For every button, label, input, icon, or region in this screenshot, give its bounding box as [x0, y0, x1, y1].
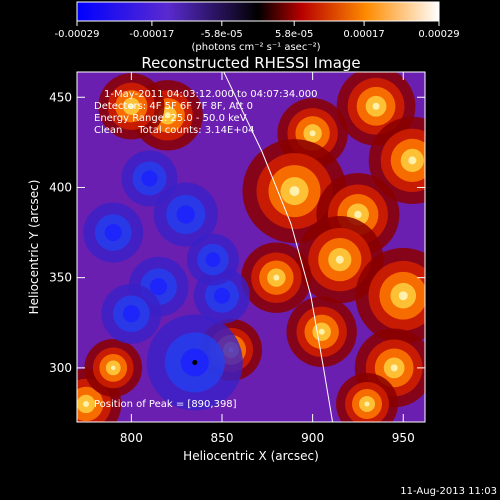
- emission-source: [83, 400, 90, 407]
- solar-limb-line: [223, 72, 334, 422]
- x-axis: 800 850 900 950: [120, 72, 415, 445]
- emission-source: [318, 328, 325, 335]
- x-axis-label: Heliocentric X (arcsec): [183, 449, 319, 463]
- y-tick-label: 300: [49, 361, 72, 375]
- colorbar-tick-label: 5.8e-05: [275, 29, 313, 40]
- colorbar: [76, 1, 440, 22]
- y-tick-label: 350: [49, 271, 72, 285]
- emission-source: [164, 112, 171, 119]
- emission-source: [309, 130, 316, 137]
- emission-source: [354, 210, 362, 219]
- colorbar-label: (photons cm⁻² s⁻¹ asec⁻²): [191, 42, 320, 53]
- x-tick-label: 800: [120, 431, 143, 445]
- negative-region: [104, 223, 122, 242]
- plot-frame: [76, 71, 426, 423]
- emission-source: [111, 365, 116, 371]
- annotation-peak: Position of Peak = [890,398]: [94, 399, 237, 410]
- negative-region: [149, 278, 168, 296]
- colorbar-tick-label: 0.00017: [343, 29, 384, 40]
- footer-date: 11-Aug-2013 11:03: [400, 486, 497, 497]
- emission-source: [390, 364, 398, 372]
- chart-title: Reconstructed RHESSI Image: [141, 54, 360, 72]
- x-tick-label: 900: [301, 431, 324, 445]
- peak-marker: [192, 359, 198, 365]
- emission-source: [398, 291, 408, 301]
- annotation-energy: Energy Range: 25.0 - 50.0 keV: [94, 113, 247, 124]
- x-tick-label: 950: [392, 431, 415, 445]
- negative-region: [214, 287, 230, 304]
- colorbar-tick-label: -0.00029: [55, 29, 100, 40]
- emission-source: [364, 401, 370, 407]
- colorbar-tick-label: -0.00017: [129, 29, 174, 40]
- y-tick-label: 400: [49, 180, 72, 194]
- emission-source: [273, 274, 280, 281]
- emission-source: [128, 103, 135, 110]
- annotation-method: Clean Total counts: 3.14E+04: [94, 125, 254, 136]
- annotation-detectors: Detectors: 4F 5F 6F 7F 8F, Att 0: [94, 101, 253, 112]
- y-axis-label: Heliocentric Y (arcsec): [27, 180, 41, 315]
- y-axis: 300 350 400 450: [49, 90, 425, 375]
- emission-source: [408, 156, 417, 165]
- emission-source: [289, 186, 300, 197]
- annotation-time: 1-May-2011 04:03:12.000 to 04:07:34.000: [104, 89, 317, 100]
- colorbar-tick-label: -5.8e-05: [201, 29, 243, 40]
- emission-source: [372, 102, 380, 110]
- colorbar-ticks: -0.00029 -0.00017 -5.8e-05 5.8e-05 0.00017 0.…: [55, 21, 460, 40]
- emission-source: [335, 255, 344, 264]
- negative-region: [176, 205, 195, 224]
- x-tick-label: 850: [211, 431, 234, 445]
- image-area: [77, 72, 425, 422]
- negative-region: [205, 252, 221, 268]
- colorbar-tick-label: 0.00029: [418, 29, 459, 40]
- negative-region: [141, 170, 158, 187]
- negative-region: [122, 305, 140, 323]
- y-tick-label: 450: [49, 90, 72, 104]
